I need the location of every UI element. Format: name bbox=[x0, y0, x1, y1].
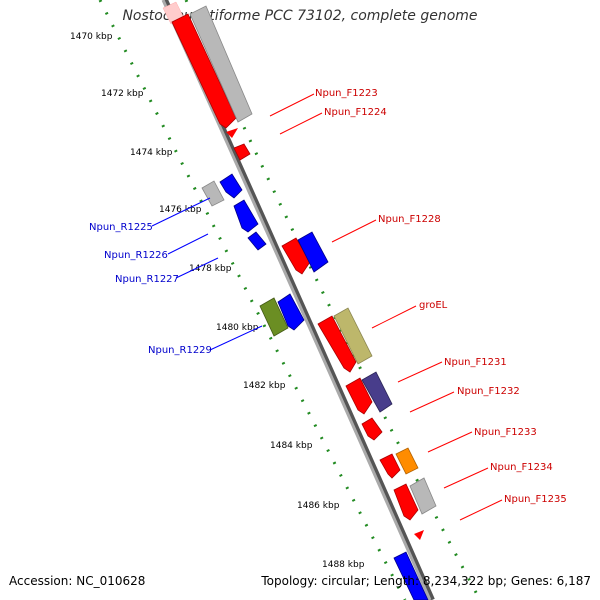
tick-label: 1484 kbp bbox=[270, 441, 313, 451]
tick-label: 1480 kbp bbox=[216, 323, 259, 333]
gene-label-npun-r1226[interactable]: Npun_R1226 bbox=[104, 250, 168, 261]
gene-grey-left[interactable] bbox=[201, 180, 225, 207]
leader-line bbox=[427, 431, 473, 453]
gene-npun-f1224b[interactable] bbox=[233, 143, 251, 161]
gene-label-npun-f1228[interactable]: Npun_F1228 bbox=[378, 214, 441, 225]
gene-label-npun-r1227[interactable]: Npun_R1227 bbox=[115, 274, 179, 285]
tick-label: 1472 kbp bbox=[101, 89, 144, 99]
gene-npun-r1227[interactable] bbox=[247, 231, 267, 251]
gene-label-npun-f1223[interactable]: Npun_F1223 bbox=[315, 88, 378, 99]
gene-label-npun-r1225[interactable]: Npun_R1225 bbox=[89, 222, 153, 233]
tick-label: 1470 kbp bbox=[70, 32, 113, 42]
gene-groel-red[interactable] bbox=[317, 315, 357, 373]
gene-npun-r1229-olive[interactable] bbox=[259, 297, 289, 337]
tick-label: 1478 kbp bbox=[189, 264, 232, 274]
gene-npun-f1232[interactable] bbox=[361, 417, 383, 441]
gene-npun-r1225[interactable] bbox=[219, 173, 243, 199]
tick-label: 1482 kbp bbox=[243, 381, 286, 391]
leader-line bbox=[167, 233, 209, 255]
gene-npun-f1228-blue[interactable] bbox=[297, 231, 329, 273]
leader-line bbox=[459, 499, 503, 521]
gene-label-npun-f1234[interactable]: Npun_F1234 bbox=[490, 462, 553, 473]
gene-groel[interactable] bbox=[333, 307, 373, 365]
gene-label-npun-f1224[interactable]: Npun_F1224 bbox=[324, 107, 387, 118]
gene-npun-f1235[interactable] bbox=[414, 530, 424, 540]
gene-npun-f1223[interactable] bbox=[171, 13, 237, 129]
gene-label-npun-f1231[interactable]: Npun_F1231 bbox=[444, 357, 507, 368]
leader-line bbox=[209, 325, 263, 351]
accession-text: Accession: NC_010628 bbox=[9, 574, 146, 588]
leader-line bbox=[331, 219, 377, 243]
gene-label-npun-f1233[interactable]: Npun_F1233 bbox=[474, 427, 537, 438]
leader-line bbox=[175, 257, 219, 279]
gene-label-npun-f1232[interactable]: Npun_F1232 bbox=[457, 386, 520, 397]
gene-label-npun-f1235[interactable]: Npun_F1235 bbox=[504, 494, 567, 505]
gene-bottom-blue[interactable] bbox=[393, 551, 429, 600]
gene-label-npun-r1229[interactable]: Npun_R1229 bbox=[148, 345, 212, 356]
gene-npun-f1224[interactable] bbox=[226, 128, 238, 138]
gene-npun-r1226[interactable] bbox=[233, 199, 259, 233]
gene-label-groel[interactable]: groEL bbox=[419, 300, 448, 311]
leader-line bbox=[279, 112, 323, 135]
gene-npun-f1233-red[interactable] bbox=[379, 453, 401, 479]
topology-text: Topology: circular; Length: 8,234,322 bp… bbox=[261, 574, 591, 588]
tick-label: 1486 kbp bbox=[297, 501, 340, 511]
gene-npun-f1234[interactable] bbox=[393, 483, 419, 521]
leader-line bbox=[151, 197, 211, 227]
gene-npun-f1228[interactable] bbox=[281, 237, 311, 275]
tick-label: 1474 kbp bbox=[130, 148, 173, 158]
gene-npun-f1231[interactable] bbox=[345, 377, 373, 415]
gene-npun-r1229[interactable] bbox=[277, 293, 305, 331]
tick-label: 1488 kbp bbox=[322, 560, 365, 570]
leader-line bbox=[397, 361, 443, 383]
gene-npun-f1231-purple[interactable] bbox=[361, 371, 393, 413]
leader-line bbox=[409, 391, 455, 413]
gene-npun-f1223-partner[interactable] bbox=[189, 5, 253, 123]
leader-line bbox=[269, 93, 315, 117]
gene-npun-f1233[interactable] bbox=[395, 447, 419, 475]
leader-line bbox=[371, 305, 417, 329]
gene-npun-f1234-grey[interactable] bbox=[409, 477, 437, 515]
leader-line bbox=[443, 467, 489, 489]
backbone bbox=[161, 0, 432, 600]
tick-label: 1476 kbp bbox=[159, 205, 202, 215]
